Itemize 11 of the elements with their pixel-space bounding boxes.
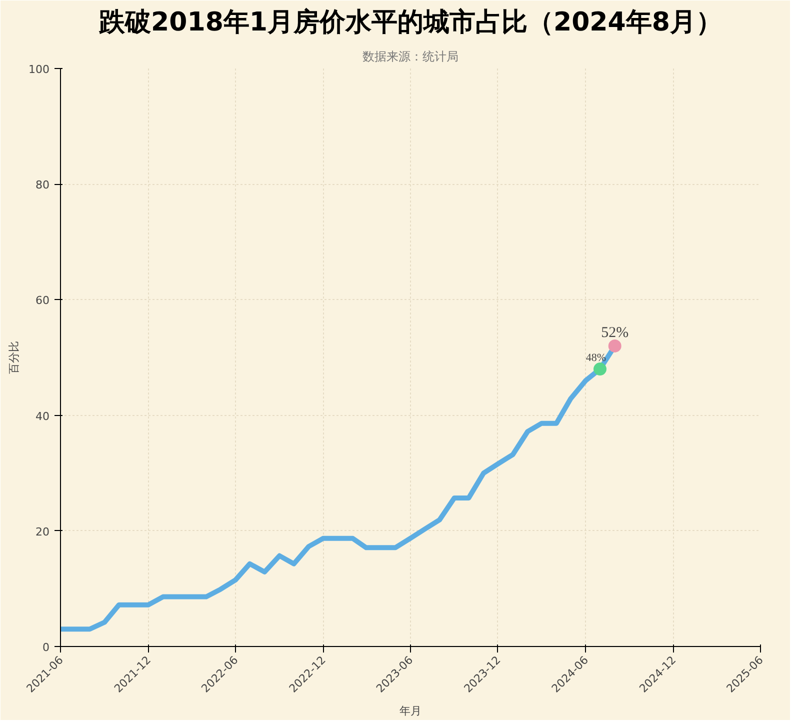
- y-tick-label: 40: [36, 410, 50, 423]
- chart-subtitle: 数据来源：统计局: [362, 50, 458, 64]
- y-tick-label: 60: [36, 294, 50, 308]
- data-label: 52%: [601, 324, 629, 341]
- x-axis-title: 年月: [400, 704, 422, 718]
- y-tick-label: 80: [36, 178, 50, 192]
- y-tick-label: 20: [36, 525, 50, 538]
- y-axis-title: 百分比: [8, 341, 21, 374]
- chart-title: 跌破2018年1月房价水平的城市占比（2024年8月）: [98, 8, 722, 38]
- y-tick-label: 0: [42, 641, 50, 654]
- y-tick-label: 100: [28, 63, 50, 76]
